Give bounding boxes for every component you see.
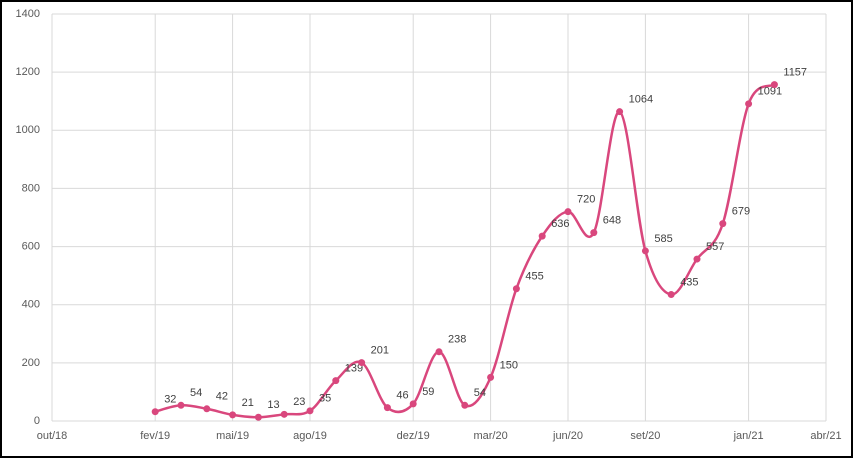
data-label: 150: [500, 359, 518, 371]
data-label: 1091: [758, 86, 782, 98]
data-label: 23: [293, 396, 305, 408]
data-point: [512, 285, 520, 293]
y-tick-label: 200: [22, 357, 40, 369]
data-point: [693, 255, 701, 263]
data-label: 54: [190, 387, 202, 399]
data-point: [229, 411, 237, 419]
data-point: [616, 108, 624, 116]
data-point: [770, 81, 778, 89]
x-tick-label: mai/19: [216, 430, 249, 442]
data-label: 42: [216, 391, 228, 403]
x-tick-label: mar/20: [473, 430, 507, 442]
data-label: 585: [654, 233, 672, 245]
data-label: 46: [396, 390, 408, 402]
data-label: 679: [732, 206, 750, 218]
data-point: [538, 232, 546, 240]
y-tick-label: 0: [34, 415, 40, 427]
data-point: [461, 401, 469, 409]
x-tick-label: set/20: [630, 430, 660, 442]
data-label: 1157: [783, 67, 807, 79]
x-tick-label: abr/21: [810, 430, 841, 442]
data-point: [667, 291, 675, 299]
data-point: [358, 359, 366, 367]
data-point: [409, 400, 417, 408]
data-label: 1064: [629, 94, 653, 106]
y-tick-label: 1400: [16, 8, 40, 20]
data-label: 636: [551, 218, 569, 230]
data-point: [203, 405, 211, 413]
y-tick-label: 1200: [16, 66, 40, 78]
data-label: 455: [525, 271, 543, 283]
y-tick-label: 600: [22, 240, 40, 252]
data-point: [151, 408, 159, 416]
x-tick-label: jun/20: [552, 430, 583, 442]
data-point: [254, 413, 262, 421]
x-tick-label: jan/21: [733, 430, 764, 442]
data-label: 13: [267, 399, 279, 411]
data-point: [332, 377, 340, 385]
data-point: [306, 407, 314, 415]
data-point: [383, 404, 391, 412]
data-label: 139: [345, 362, 363, 374]
data-point: [564, 208, 572, 216]
y-tick-label: 1000: [16, 124, 40, 136]
data-label: 238: [448, 334, 466, 346]
data-label: 32: [164, 394, 176, 406]
y-tick-label: 400: [22, 299, 40, 311]
data-point: [641, 247, 649, 255]
y-tick-label: 800: [22, 182, 40, 194]
x-tick-label: ago/19: [293, 430, 327, 442]
data-label: 54: [474, 387, 486, 399]
data-point: [487, 373, 495, 381]
x-tick-label: out/18: [37, 430, 68, 442]
data-point: [280, 410, 288, 418]
data-label: 59: [422, 386, 434, 398]
data-point: [745, 100, 753, 108]
data-label: 435: [680, 276, 698, 288]
data-label: 201: [371, 344, 389, 356]
data-label: 557: [706, 241, 724, 253]
data-label: 35: [319, 393, 331, 405]
data-label: 21: [242, 397, 254, 409]
data-point: [177, 401, 185, 409]
data-point: [719, 220, 727, 228]
data-point: [435, 348, 443, 356]
data-label: 648: [603, 215, 621, 227]
x-tick-label: fev/19: [140, 430, 170, 442]
data-point: [590, 229, 598, 237]
x-tick-label: dez/19: [397, 430, 430, 442]
data-label: 720: [577, 194, 595, 206]
